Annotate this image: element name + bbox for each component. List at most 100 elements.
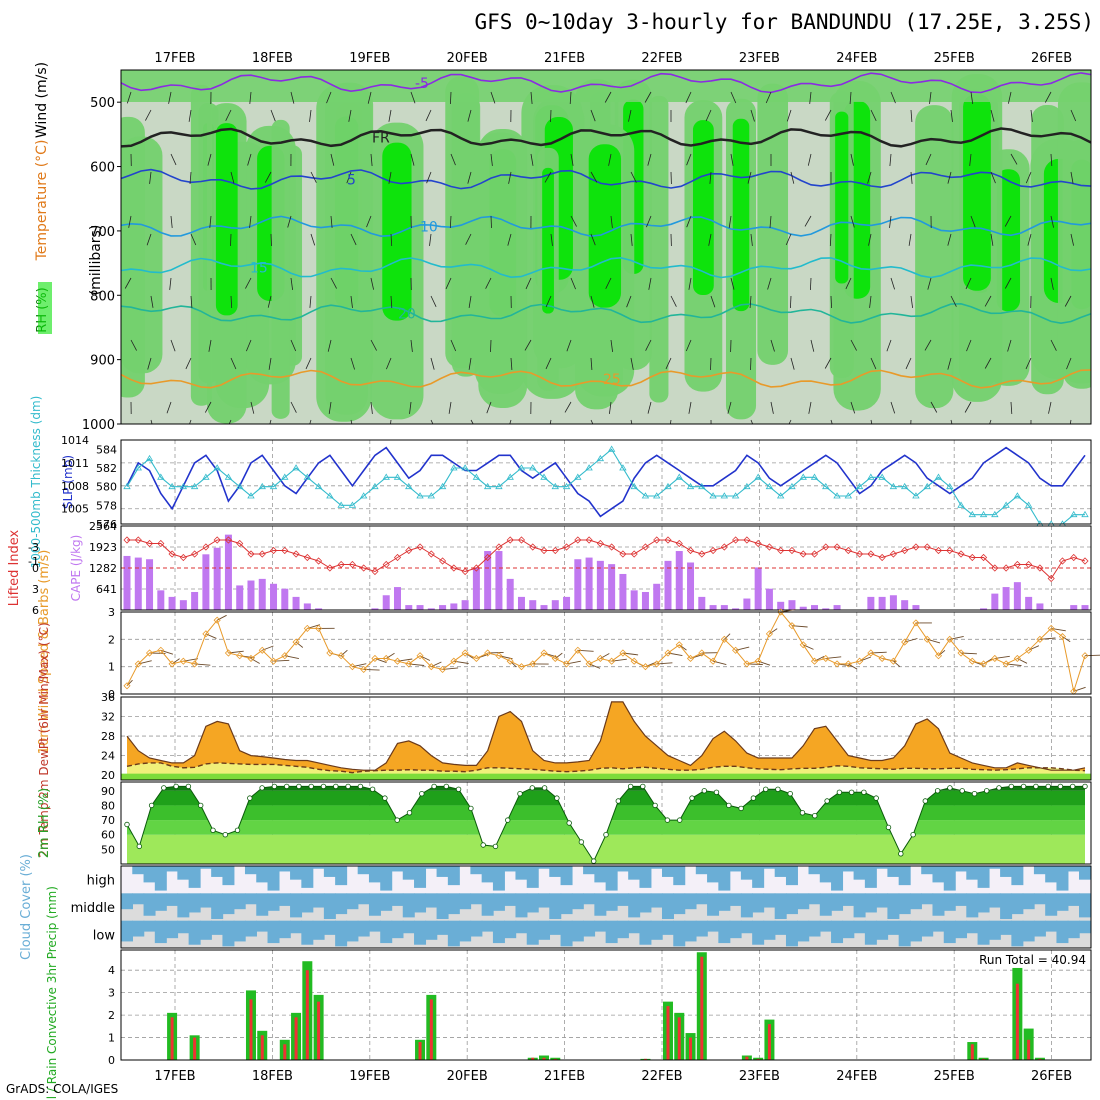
thickness-point xyxy=(574,473,582,480)
wind-barb xyxy=(630,171,637,183)
cape-bar xyxy=(878,596,886,610)
cloud-bar xyxy=(267,866,280,891)
tick-label: 1282 xyxy=(89,562,117,575)
lifted-index-point xyxy=(303,553,311,562)
wind-barb xyxy=(645,339,652,351)
wind-barb xyxy=(1017,658,1028,664)
wind-barb xyxy=(889,215,892,228)
rh-point xyxy=(210,827,216,833)
thickness-point xyxy=(698,482,706,490)
wind-barb xyxy=(508,171,512,184)
wind-speed-point xyxy=(1058,633,1067,641)
cloud-bar xyxy=(639,893,652,913)
thickness-point xyxy=(630,482,638,490)
wind-barb xyxy=(765,91,772,104)
wind-barb xyxy=(630,233,633,246)
cloud-bar xyxy=(955,893,968,906)
rh-high-region xyxy=(588,144,622,308)
rh-point xyxy=(505,817,511,823)
lifted-index-point xyxy=(675,539,683,548)
wind-barb xyxy=(990,109,995,122)
cloud-bar xyxy=(267,920,280,944)
cloud-bar xyxy=(154,866,167,891)
wind-barb xyxy=(426,171,432,184)
wind-barb xyxy=(430,419,434,424)
cloud-bar xyxy=(549,893,562,920)
wind-barb xyxy=(430,295,437,307)
precip-convective-bar xyxy=(283,1044,287,1060)
cape-bar xyxy=(202,554,210,610)
wind-barb xyxy=(490,215,492,229)
cape-bar xyxy=(168,596,176,610)
wind-barb xyxy=(216,614,227,621)
wind-barb xyxy=(570,215,577,227)
wind-barb xyxy=(525,277,532,290)
wind-barb xyxy=(1025,171,1032,184)
lifted-index-point xyxy=(123,536,131,544)
cloud-bar xyxy=(1033,866,1046,875)
axis-label: Total / Rain Convective 3hr Precip (mm) xyxy=(45,886,59,1100)
cloud-bar xyxy=(909,893,922,910)
wind-barb xyxy=(249,91,252,104)
cloud-bar xyxy=(955,866,968,872)
lifted-index-point xyxy=(495,543,503,551)
thickness-point xyxy=(720,492,729,499)
lifted-index-point xyxy=(596,539,604,548)
wind-barb xyxy=(290,277,293,290)
cloud-bar xyxy=(583,866,596,875)
lifted-index-point xyxy=(281,546,289,555)
lifted-index-point xyxy=(1081,557,1089,565)
thickness-point xyxy=(585,464,593,471)
cape-bar xyxy=(270,583,278,610)
precip-convective-bar xyxy=(170,1017,174,1060)
cloud-bar xyxy=(628,920,641,934)
cloud-bar xyxy=(1067,893,1080,906)
rh-point xyxy=(763,786,769,792)
wind-barb xyxy=(1008,91,1012,104)
cape-bar xyxy=(1013,582,1021,610)
tick-label: 28 xyxy=(101,730,115,743)
wind-barb xyxy=(410,339,413,352)
wind-barb xyxy=(385,652,395,659)
cloud-bar xyxy=(414,920,427,945)
lifted-index-point xyxy=(134,536,142,544)
rh-point xyxy=(455,786,462,792)
cape-bar xyxy=(292,596,300,610)
thickness-point xyxy=(799,473,807,480)
wind-barb xyxy=(728,215,732,228)
rh-point xyxy=(885,824,892,831)
rh-point xyxy=(431,783,437,790)
wind-barb xyxy=(228,419,232,424)
wind-speed-point xyxy=(360,665,368,673)
cloud-bar xyxy=(695,920,708,937)
wind-barb xyxy=(350,233,357,246)
rh-point xyxy=(996,785,1002,791)
wind-barb xyxy=(790,357,795,370)
cloud-bar xyxy=(740,893,753,918)
wind-barb xyxy=(970,215,976,228)
cape-bar xyxy=(574,559,582,610)
wind-barb xyxy=(247,153,252,166)
rh-mid-region xyxy=(316,83,372,422)
wind-barb xyxy=(588,663,601,669)
rh-point xyxy=(898,851,904,857)
wind-speed-point xyxy=(326,649,334,657)
tick-label: 4 xyxy=(108,964,115,977)
wind-barb xyxy=(749,295,752,309)
thickness-point xyxy=(359,492,368,499)
lifted-index-point xyxy=(258,550,266,558)
cloud-bar xyxy=(661,920,674,935)
tick-label: 32 xyxy=(101,711,115,724)
wind-speed-point xyxy=(630,657,638,665)
cloud-bar xyxy=(538,866,551,869)
wind-barb xyxy=(189,419,192,424)
cape-bar xyxy=(247,580,255,610)
wind-speed-point xyxy=(506,657,514,665)
wind-speed-point xyxy=(416,652,424,660)
wind-speed-point xyxy=(653,660,661,668)
lifted-index-point xyxy=(991,564,999,572)
precip-convective-bar xyxy=(317,1001,321,1060)
precip-convective-bar xyxy=(260,1035,264,1060)
lifted-index-point xyxy=(472,564,480,572)
